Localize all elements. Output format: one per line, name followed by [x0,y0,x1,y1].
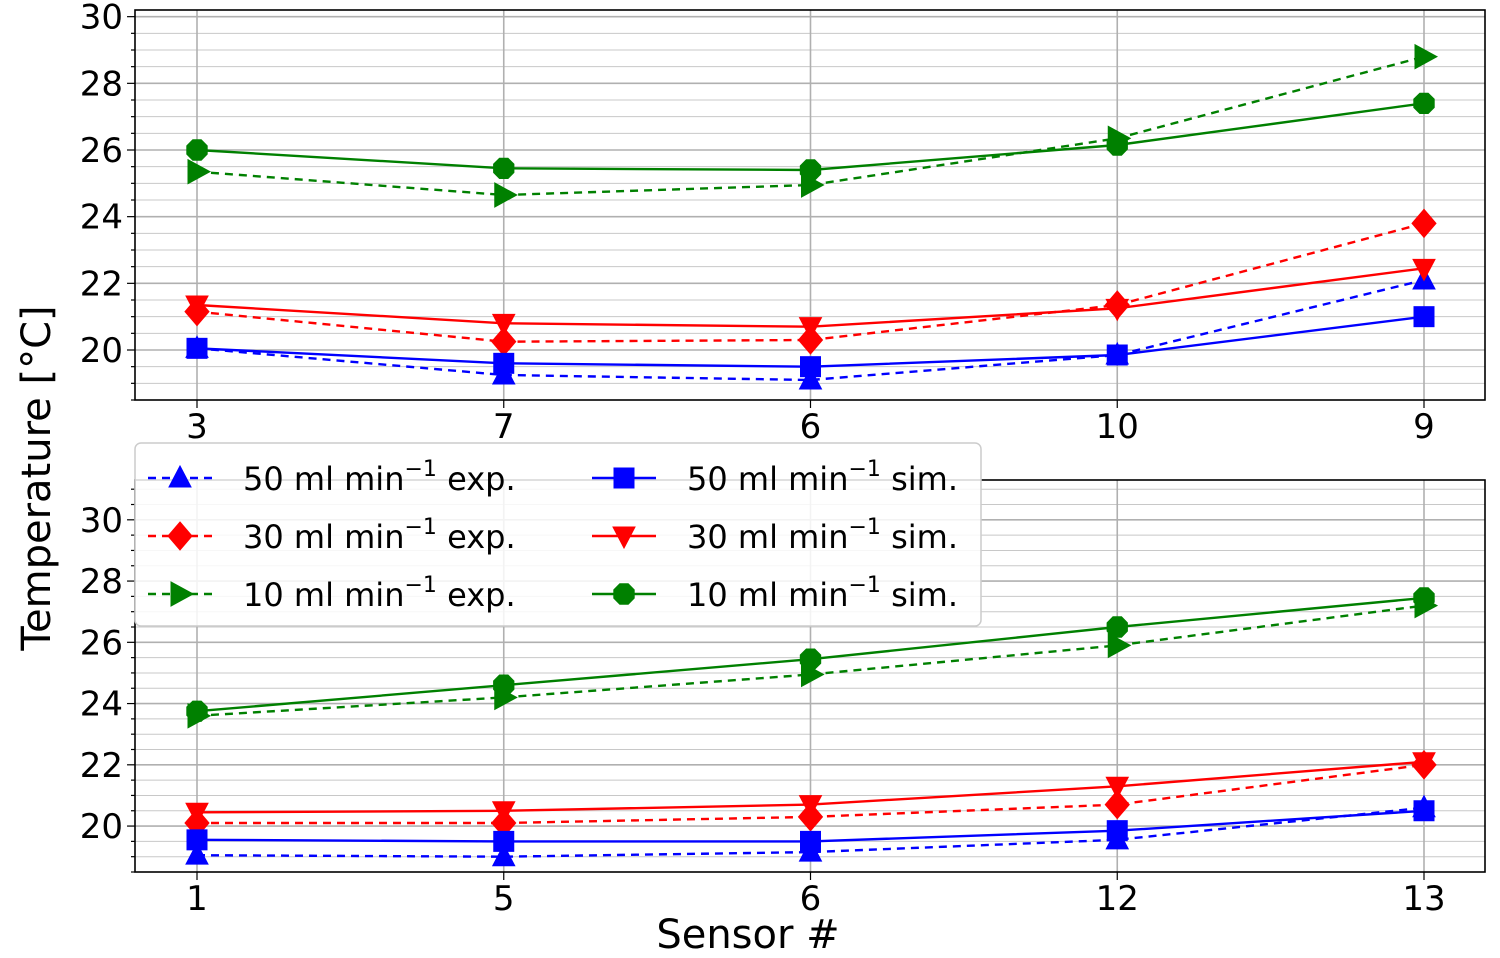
x-tick-label: 10 [1096,407,1139,447]
data-point [1106,134,1128,156]
legend-box [134,442,982,627]
y-tick-label: 22 [80,264,123,304]
data-point [1106,820,1128,842]
legend-entry: 50 ml min−1 exp. [148,457,516,498]
data-point [187,158,212,185]
x-tick-label: 12 [1096,879,1139,919]
legend-marker [613,467,635,489]
legend-marker [168,464,192,488]
data-point [1105,298,1130,322]
top-panel: 20 22 24 26 28 30 3 7 6 10 9 [80,0,1486,447]
series-sim-square [186,306,1435,378]
data-point [1412,752,1436,775]
y-tick-label: 24 [80,685,123,725]
y-tick-label: 26 [80,131,123,171]
legend-marker [167,521,193,551]
y-tick-label: 26 [80,623,123,663]
data-point [185,802,209,826]
data-point [493,674,515,696]
x-tick-label: 7 [493,407,515,447]
series-line [196,806,1425,858]
series-sim-square [186,800,1435,852]
series-sim-octagon [186,587,1435,722]
data-point [1106,344,1128,366]
y-tick-label: 30 [80,0,123,38]
legend-entry: 30 ml min−1 sim. [592,515,958,556]
y-tick-label: 30 [80,501,123,541]
data-point [186,829,208,851]
data-point [493,157,515,179]
series-line [196,604,1425,717]
y-axis-label: Temperature [°C] [14,305,60,651]
data-point [798,795,823,818]
data-point [1414,43,1439,70]
series-line [196,222,1425,343]
data-point [799,159,822,181]
legend-label: 30 ml min−1 sim. [687,515,958,556]
data-point [1413,587,1435,609]
x-tick-label: 1 [186,879,208,919]
series-line [196,278,1425,382]
legend-entry: 30 ml min−1 exp. [148,515,516,556]
y-tick-label: 22 [80,746,123,786]
data-point [1106,616,1128,638]
data-point [493,352,515,374]
data-point [1107,632,1132,659]
data-point [1413,306,1435,328]
data-point [800,830,821,852]
y-tick-label: 28 [80,562,123,602]
legend-label: 50 ml min−1 sim. [687,457,958,498]
legend: 50 ml min−1 exp. 30 ml min−1 exp. 10 ml mi… [134,442,982,627]
data-point [491,801,516,824]
x-tick-label: 5 [493,879,515,919]
x-tick-label: 6 [800,879,822,919]
data-point [186,700,208,722]
y-tick-label: 24 [80,198,123,238]
x-tick-label: 3 [186,407,208,447]
data-point [1413,92,1435,114]
data-point [1413,800,1435,822]
x-tick-label: 13 [1402,879,1445,919]
data-point [491,843,516,867]
data-point [1412,258,1436,282]
y-tick-label: 20 [80,807,123,847]
series-sim-triangle-down [185,752,1436,826]
series-sim-octagon [186,92,1435,181]
legend-marker [613,583,635,605]
legend-entry: 10 ml min−1 sim. [592,573,958,614]
data-point [491,313,516,337]
legend-label: 30 ml min−1 exp. [243,515,516,556]
data-point [1411,208,1437,239]
data-point [186,139,208,161]
legend-entry: 10 ml min−1 exp. [148,573,516,614]
data-point [186,337,208,359]
data-point [494,182,518,208]
data-point [799,648,822,670]
x-axis-label: Sensor # [656,912,839,958]
legend-marker [612,526,636,550]
legend-label: 50 ml min−1 exp. [243,457,516,498]
data-point [798,317,823,340]
legend-marker [170,581,195,607]
legend-entry: 50 ml min−1 sim. [592,457,958,498]
data-point [185,842,209,865]
y-tick-label: 28 [80,64,123,104]
data-point [797,325,824,355]
data-point [493,830,515,852]
legend-label: 10 ml min−1 sim. [687,573,958,614]
x-tick-label: 6 [800,407,822,447]
data-point [1105,776,1130,800]
data-point [798,366,823,390]
data-point [1104,789,1130,820]
bottom-panel: 20 22 24 26 28 30 1 5 6 12 13 [80,479,1486,919]
series-line [197,763,1425,825]
legend-label: 10 ml min−1 exp. [243,573,516,614]
data-point [185,295,209,319]
data-point [800,356,821,378]
x-tick-label: 9 [1413,407,1435,447]
plot-frame [134,9,1486,401]
series-sim-triangle-down [185,258,1436,340]
y-tick-label: 20 [80,331,123,371]
